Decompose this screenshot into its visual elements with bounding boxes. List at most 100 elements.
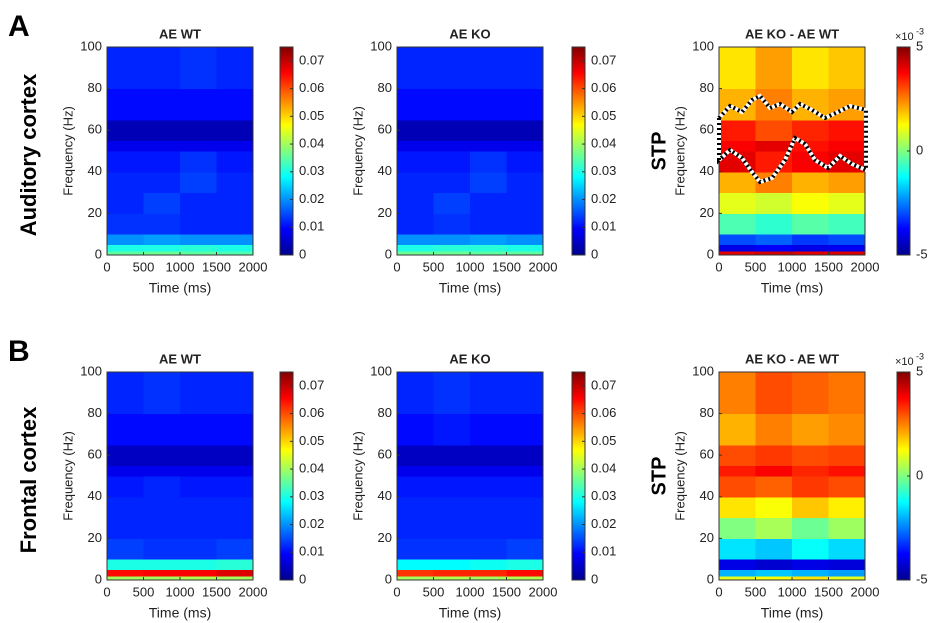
heatmap-cell: [792, 234, 829, 246]
heatmap-cell: [719, 213, 756, 235]
colorbar-tick-label: 0.07: [299, 377, 324, 392]
heatmap-cell: [828, 465, 866, 477]
heatmap-cell: [506, 413, 544, 446]
heatmap-cell: [216, 171, 254, 194]
heatmap-cell: [107, 250, 144, 256]
heatmap-cell: [143, 517, 181, 539]
x-tick-label: 1500: [492, 584, 521, 599]
heatmap-cell: [792, 569, 829, 577]
colorbar-tick-label: 5: [916, 38, 923, 53]
heatmap-cell: [470, 538, 507, 560]
heatmap-cell: [433, 234, 471, 246]
x-tick-label: 500: [423, 584, 445, 599]
heatmap-cell: [792, 517, 829, 539]
heatmap-cell: [470, 559, 507, 571]
heatmap-cell: [506, 244, 544, 252]
y-tick-label: 100: [80, 363, 102, 378]
x-tick-label: 2000: [529, 584, 558, 599]
y-tick-label: 100: [370, 38, 392, 53]
heatmap-cell: [755, 559, 793, 571]
heatmap-cell: [755, 538, 793, 560]
heatmap-cell: [107, 538, 144, 560]
colorbar-tick-label: 0.06: [299, 405, 324, 420]
heatmap-cell: [506, 234, 544, 246]
heatmap-cell: [143, 559, 181, 571]
heatmap-cell: [506, 151, 544, 173]
y-tick-label: 60: [88, 447, 102, 462]
heatmap-cell: [397, 575, 434, 581]
heatmap-cell: [180, 213, 217, 235]
heatmap-cell: [433, 575, 471, 581]
x-axis-label: Time (ms): [439, 605, 501, 621]
heatmap-cell: [470, 496, 507, 519]
heatmap-cell: [433, 517, 471, 539]
panel-letter: B: [8, 335, 30, 368]
heatmap-cell: [143, 140, 181, 152]
heatmap-cell: [470, 476, 507, 498]
heatmap-cell: [180, 476, 217, 498]
heatmap-cell: [719, 372, 756, 415]
x-tick-label: 2000: [851, 259, 880, 274]
heatmap-cell: [397, 171, 434, 194]
colorbar: [279, 371, 294, 581]
heatmap-cell: [828, 538, 866, 560]
heatmap-cell: [719, 569, 756, 577]
y-tick-label: 100: [692, 38, 714, 53]
heatmap-cell: [180, 250, 217, 256]
heatmap-cell: [216, 559, 254, 571]
heatmap-cell: [506, 213, 544, 235]
heatmap-cell: [433, 47, 471, 90]
heatmap-cell: [792, 140, 829, 152]
x-tick-label: 2000: [239, 259, 268, 274]
heatmap-cell: [216, 213, 254, 235]
colorbar-tick-label: 0.03: [591, 488, 616, 503]
heatmap-cell: [755, 476, 793, 498]
heatmap-cell: [433, 476, 471, 498]
heatmap-cell: [180, 575, 217, 581]
heatmap-cell: [755, 234, 793, 246]
heatmap-cell: [433, 465, 471, 477]
heatmap-cell: [216, 119, 254, 142]
heatmap-cell: [470, 47, 507, 90]
x-tick-label: 0: [103, 259, 110, 274]
heatmap-cell: [180, 413, 217, 446]
heatmap-cell: [792, 413, 829, 446]
heatmap-cell: [180, 88, 217, 121]
y-tick-label: 80: [378, 405, 392, 420]
heatmap-cell: [397, 119, 434, 142]
y-axis-label: Frequency (Hz): [672, 431, 687, 521]
heatmap-cell: [433, 192, 471, 214]
y-tick-label: 60: [88, 122, 102, 137]
heatmap-cell: [755, 496, 793, 519]
heatmap-cell: [143, 47, 181, 90]
heatmap-cell: [216, 465, 254, 477]
heatmap-cell: [433, 171, 471, 194]
heatmap-cell: [792, 244, 829, 252]
colorbar-tick-label: 0.05: [591, 108, 616, 123]
heatmap-cell: [433, 244, 471, 252]
heatmap-cell: [107, 559, 144, 571]
x-axis-label: Time (ms): [439, 280, 501, 296]
heatmap-cell: [719, 250, 756, 256]
heatmap-cell: [107, 119, 144, 142]
chart-title: AE KO: [449, 351, 490, 366]
heatmap-cell: [433, 119, 471, 142]
y-tick-label: 20: [378, 530, 392, 545]
heatmap-cell: [397, 496, 434, 519]
y-tick-label: 80: [700, 405, 714, 420]
colorbar-exponent: -3: [916, 26, 924, 36]
y-tick-label: 60: [378, 122, 392, 137]
heatmap-cell: [719, 171, 756, 194]
heatmap-cell: [107, 151, 144, 173]
heatmap-cell: [397, 372, 434, 415]
heatmap-cell: [506, 140, 544, 152]
colorbar-tick-label: 0.04: [591, 461, 616, 476]
heatmap-cell: [143, 444, 181, 467]
heatmap-cell: [828, 213, 866, 235]
heatmap-cell: [470, 372, 507, 415]
y-tick-label: 40: [700, 163, 714, 178]
x-axis-label: Time (ms): [149, 280, 211, 296]
chart-title: AE KO - AE WT: [745, 351, 839, 366]
y-axis-label: Frequency (Hz): [60, 106, 75, 196]
